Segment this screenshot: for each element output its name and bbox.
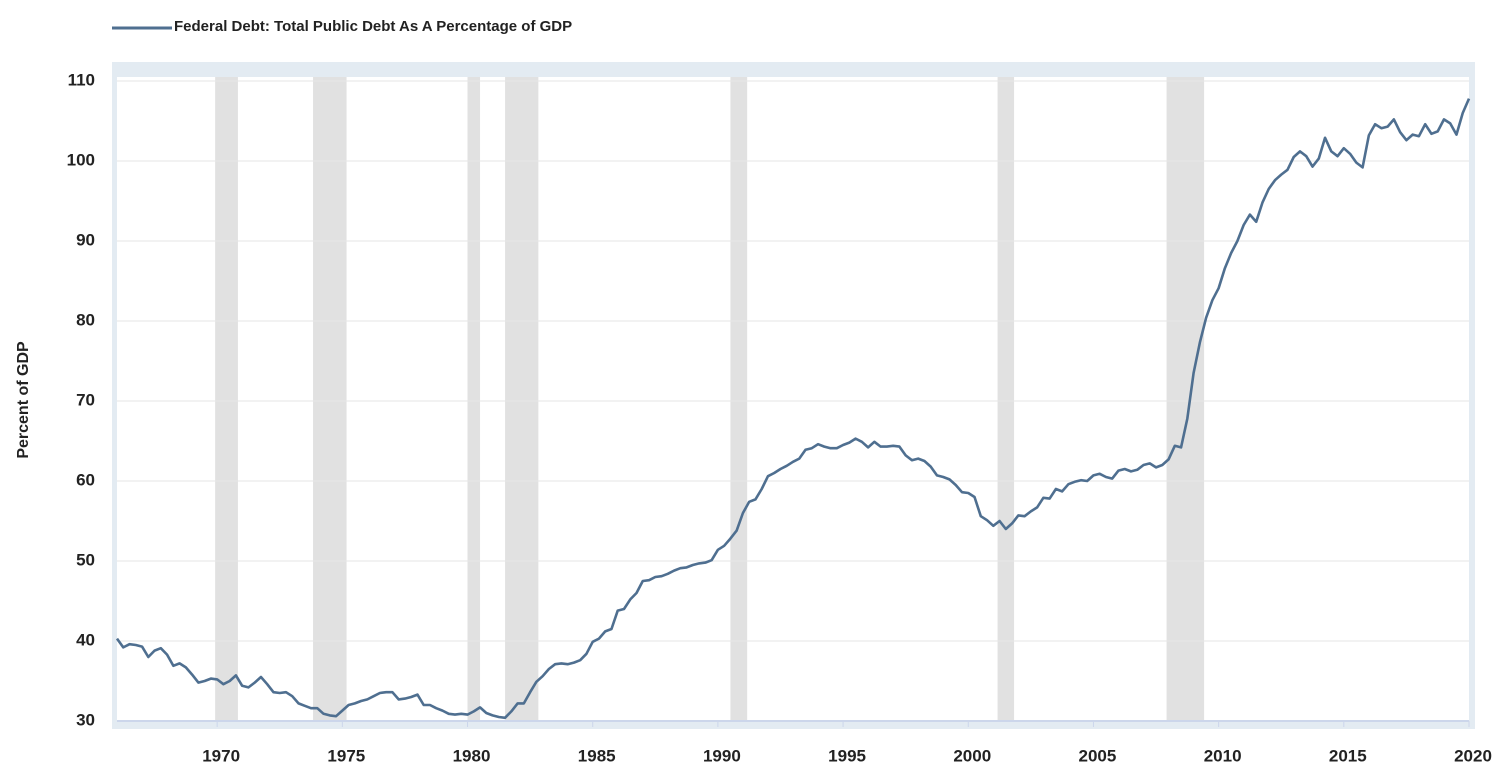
x-tick-label: 2020 xyxy=(1454,746,1492,765)
recession-band xyxy=(313,77,347,721)
recession-band xyxy=(1166,77,1205,721)
mark-layer xyxy=(115,98,1471,720)
grid-layer xyxy=(117,80,1470,727)
recession-band xyxy=(215,77,238,721)
x-tick-label: 2015 xyxy=(1329,746,1367,765)
y-tick-label: 80 xyxy=(76,310,95,329)
y-tick-label: 60 xyxy=(76,470,95,489)
y-tick-label: 70 xyxy=(76,390,95,409)
x-tick-label: 1985 xyxy=(578,746,616,765)
y-tick-label: 90 xyxy=(76,230,95,249)
x-tick-label: 1980 xyxy=(453,746,491,765)
recession-band xyxy=(505,77,539,721)
x-tick-label: 2000 xyxy=(953,746,991,765)
recession-band xyxy=(467,77,481,721)
x-tick-label: 2010 xyxy=(1204,746,1242,765)
x-tick-label: 1995 xyxy=(828,746,866,765)
x-tick-label: 1990 xyxy=(703,746,741,765)
recession-band xyxy=(730,77,748,721)
y-axis-label: Percent of GDP xyxy=(15,341,32,459)
y-tick-label: 30 xyxy=(76,710,95,729)
x-tick-label: 1970 xyxy=(202,746,240,765)
legend-label: Federal Debt: Total Public Debt As A Per… xyxy=(174,18,572,35)
recession-layer xyxy=(215,77,1205,721)
recession-band xyxy=(997,77,1015,721)
data-line xyxy=(115,98,1471,720)
y-tick-label: 40 xyxy=(76,630,95,649)
x-tick-label: 1975 xyxy=(327,746,365,765)
y-tick-label: 100 xyxy=(67,150,95,169)
y-tick-label: 110 xyxy=(68,70,95,89)
y-tick-label: 50 xyxy=(76,550,95,569)
x-tick-label: 2005 xyxy=(1079,746,1117,765)
